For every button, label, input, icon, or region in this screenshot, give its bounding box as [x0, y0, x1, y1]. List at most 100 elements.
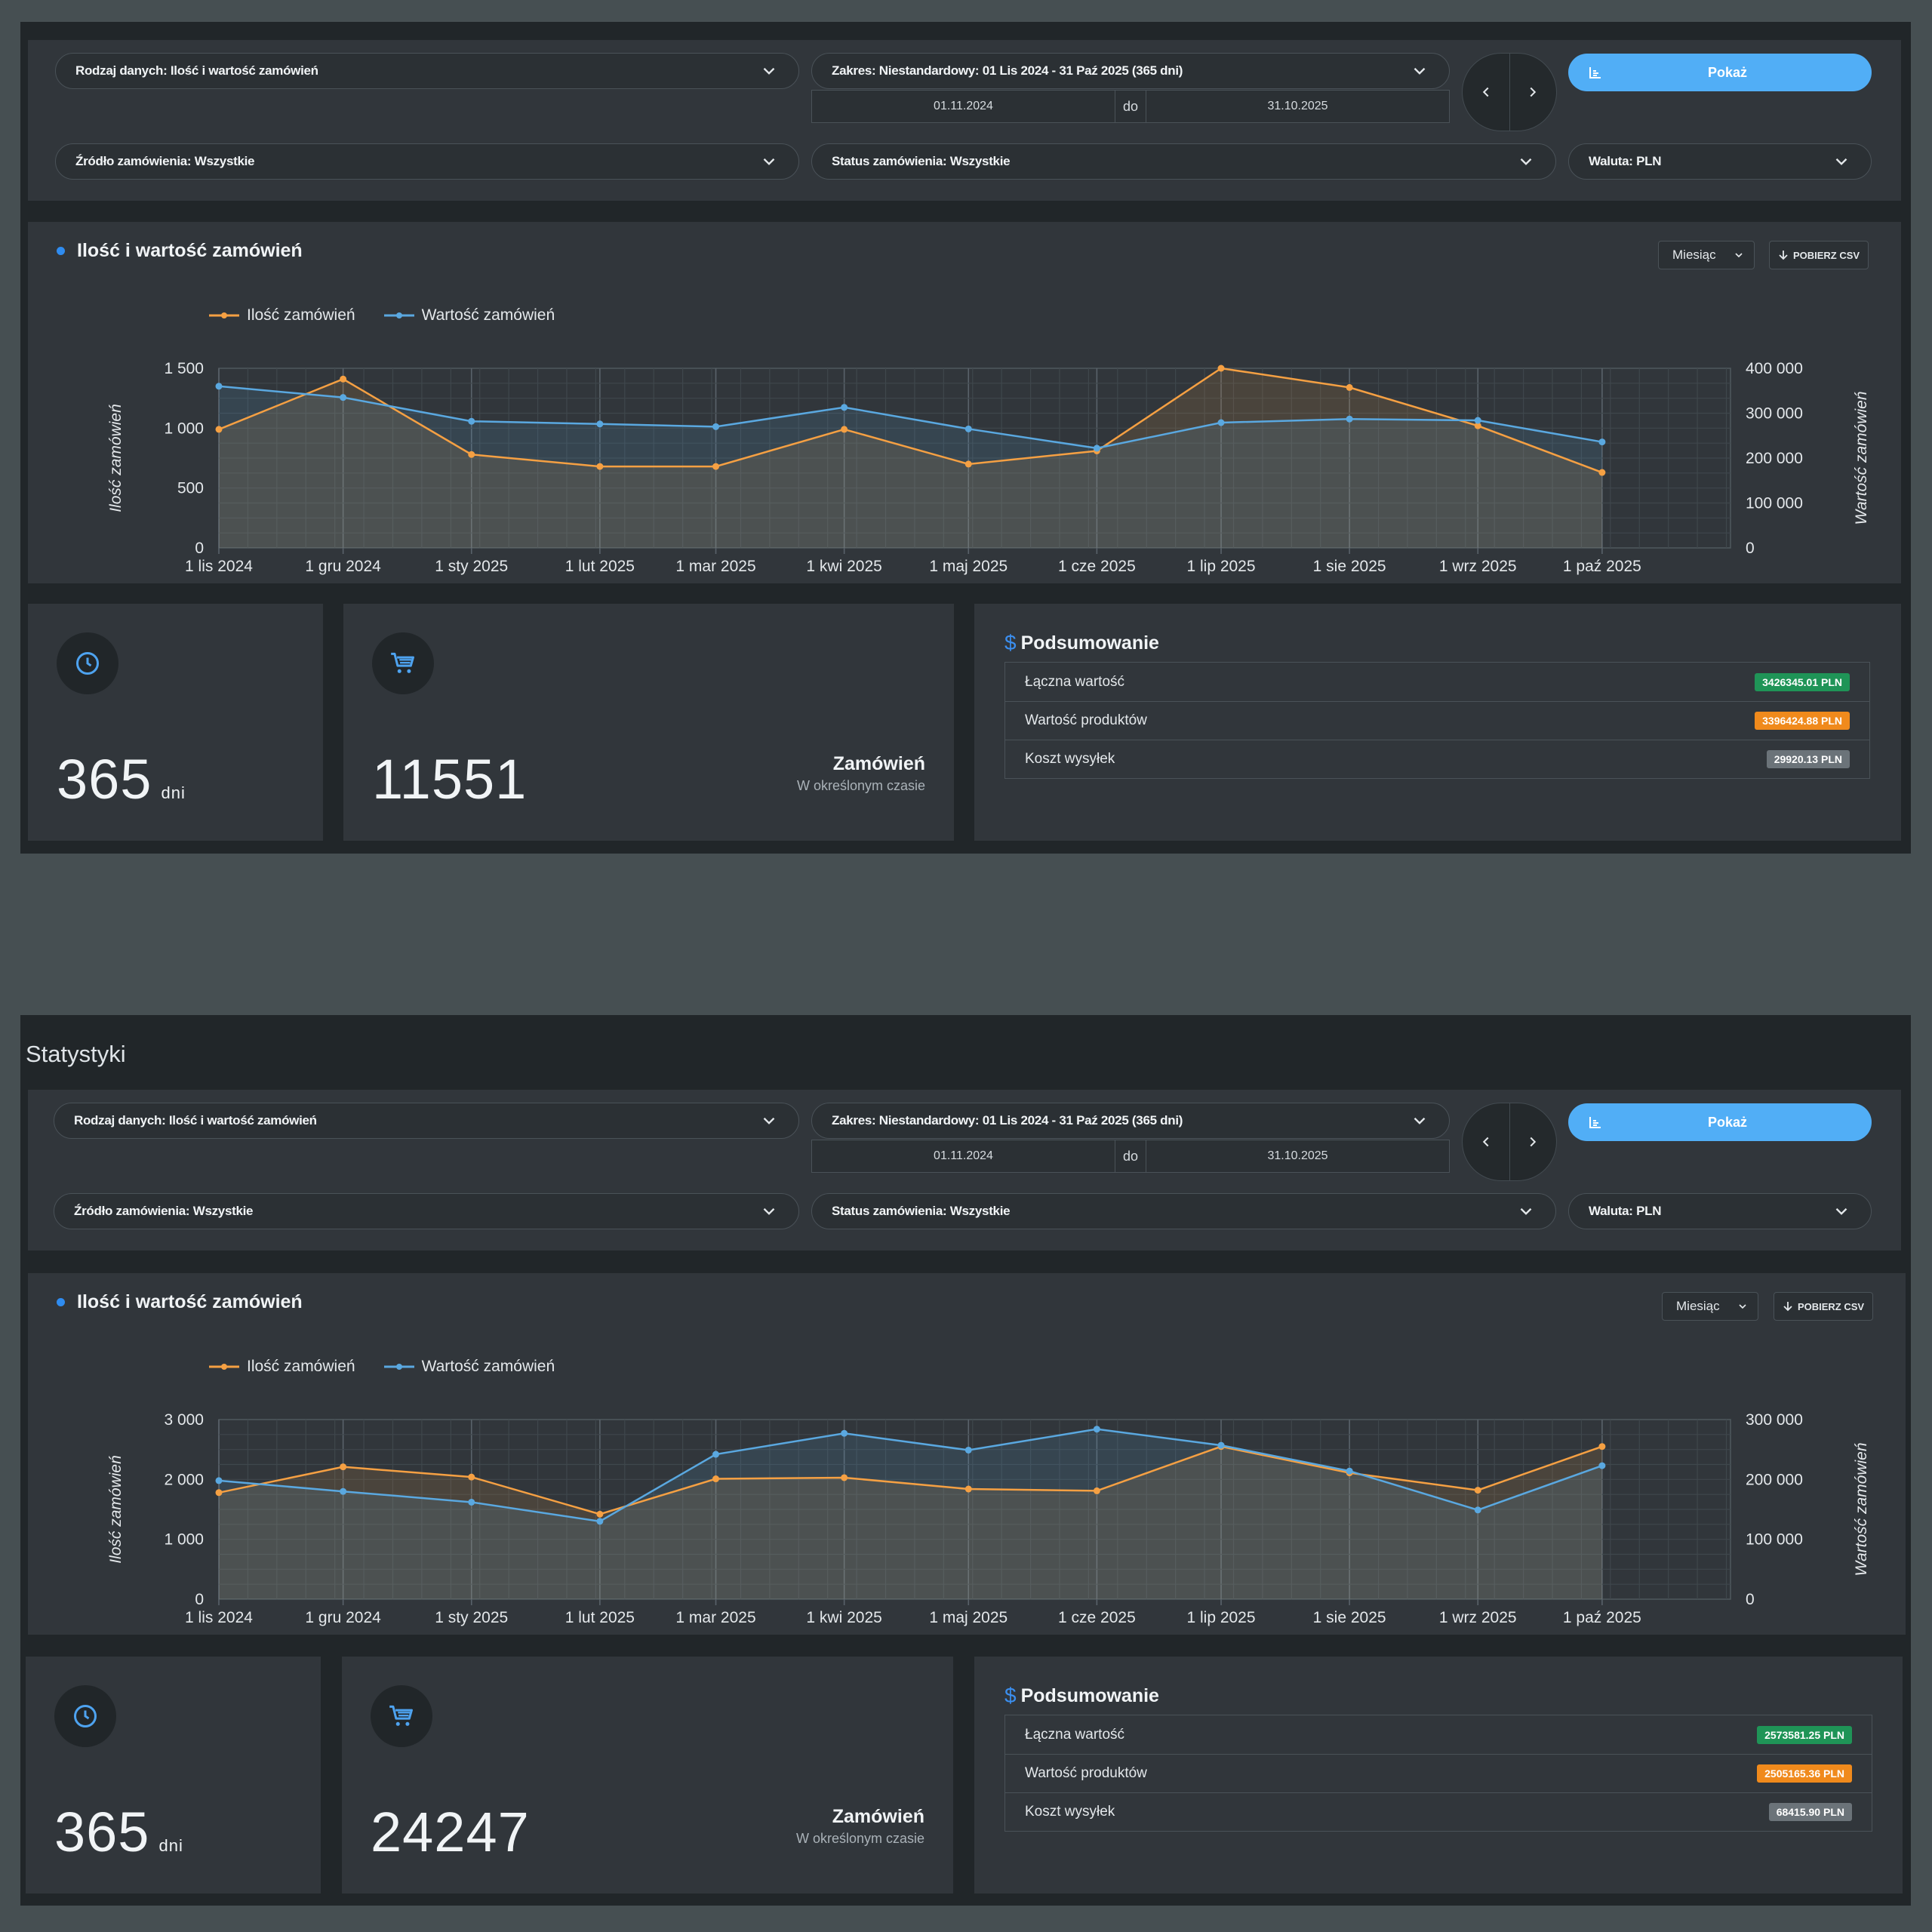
chevron-down-icon	[763, 158, 775, 165]
y2-tick-label: 300 000	[1746, 405, 1803, 423]
summary-row-total: Łączna wartość 2573581.25 PLN	[1005, 1715, 1872, 1754]
status-badge: 2505165.36 PLN	[1757, 1764, 1852, 1783]
legend-item-value[interactable]: Wartość zamówień	[383, 1358, 555, 1376]
data-point	[1474, 1506, 1481, 1514]
period-select[interactable]: Miesiąc	[1662, 1292, 1758, 1321]
y2-tick-label: 200 000	[1746, 450, 1803, 467]
plot-area	[215, 1419, 1731, 1605]
chevron-down-icon	[1520, 158, 1532, 165]
next-period-button[interactable]	[1509, 1103, 1557, 1180]
y-tick-label: 1 000	[164, 1531, 204, 1549]
data-point	[596, 1510, 604, 1518]
legend-label-quantity: Ilość zamówień	[247, 1358, 355, 1375]
x-tick-label: 1 sie 2025	[1313, 558, 1386, 575]
data-point	[215, 1489, 223, 1497]
dollar-icon: $	[1004, 1684, 1017, 1707]
period-select[interactable]: Miesiąc	[1658, 241, 1755, 269]
show-button[interactable]: Pokaż	[1568, 54, 1872, 91]
line-chart: 0 1 000 2 000 3 000 0 100 000 200 000 300 000 1 …	[107, 1411, 1870, 1626]
data-point	[1474, 1487, 1481, 1494]
summary-title: $ Podsumowanie	[1004, 631, 1159, 654]
orders-label-title: Zamówień	[832, 1806, 924, 1827]
x-tick-label: 1 kwi 2025	[806, 1609, 881, 1626]
status-dropdown[interactable]: Status zamówienia: Wszystkie	[811, 143, 1556, 180]
source-dropdown[interactable]: Źródło zamówienia: Wszystkie	[54, 1193, 799, 1229]
prev-period-button[interactable]	[1463, 54, 1509, 131]
date-to-input[interactable]: 31.10.2025	[1267, 100, 1328, 112]
filter-card: Rodzaj danych: Ilość i wartość zamówień …	[28, 1090, 1901, 1251]
summary-row-shipping: Koszt wysyłek 68415.90 PLN	[1005, 1792, 1872, 1831]
y-tick-label: 1 000	[164, 420, 204, 437]
data-point	[1093, 1487, 1100, 1494]
y-tick-label: 1 500	[164, 360, 204, 377]
days-value: 365 dni	[54, 1801, 183, 1863]
chevron-down-icon	[1739, 1304, 1746, 1309]
download-csv-button[interactable]: POBIERZ CSV	[1769, 241, 1869, 269]
y2-tick-label: 100 000	[1746, 495, 1803, 512]
legend-item-quantity[interactable]: Ilość zamówień	[209, 1358, 355, 1376]
chart-title-text: Ilość i wartość zamówień	[77, 240, 303, 261]
x-tick-label: 1 cze 2025	[1058, 1609, 1136, 1626]
x-tick-label: 1 wrz 2025	[1439, 1609, 1517, 1626]
x-tick-label: 1 paź 2025	[1563, 1609, 1641, 1626]
chart-card: Ilość i wartość zamówień Miesiąc POBIERZ…	[28, 1273, 1906, 1635]
currency-dropdown[interactable]: Waluta: PLN	[1568, 143, 1872, 180]
chart-card: Ilość i wartość zamówień Miesiąc POBIERZ…	[28, 222, 1901, 583]
data-type-dropdown[interactable]: Rodzaj danych: Ilość i wartość zamówień	[54, 1103, 799, 1139]
source-dropdown[interactable]: Źródło zamówienia: Wszystkie	[55, 143, 799, 180]
orders-stat-card: 24247 Zamówień W określonym czasie	[342, 1657, 953, 1894]
series-line	[218, 1445, 1603, 1515]
y-tick-label: 0	[195, 540, 204, 557]
title-dot	[57, 1298, 65, 1306]
data-point	[340, 1487, 347, 1495]
data-type-label: Rodzaj danych: Ilość i wartość zamówień	[74, 1113, 317, 1128]
status-label: Status zamówienia: Wszystkie	[832, 1204, 1011, 1218]
days-stat-card: 365 dni	[26, 1657, 321, 1894]
title-dot	[57, 247, 65, 255]
date-to-input[interactable]: 31.10.2025	[1267, 1149, 1328, 1162]
show-button[interactable]: Pokaż	[1568, 1103, 1872, 1141]
range-label: Zakres: Niestandardowy: 01 Lis 2024 - 31…	[832, 1113, 1183, 1128]
chevron-down-icon	[763, 67, 775, 75]
chart-title-text: Ilość i wartość zamówień	[77, 1291, 303, 1312]
legend-item-quantity[interactable]: Ilość zamówień	[209, 306, 355, 325]
data-point	[468, 451, 475, 458]
x-tick-label: 1 kwi 2025	[806, 558, 881, 575]
cart-icon	[372, 632, 434, 694]
prev-period-button[interactable]	[1463, 1103, 1509, 1180]
data-point	[841, 404, 848, 411]
chevron-down-icon	[763, 1208, 775, 1215]
range-dropdown[interactable]: Zakres: Niestandardowy: 01 Lis 2024 - 31…	[811, 1103, 1450, 1139]
legend-item-value[interactable]: Wartość zamówień	[383, 306, 555, 325]
download-csv-button[interactable]: POBIERZ CSV	[1774, 1292, 1873, 1321]
summary-title: $ Podsumowanie	[1004, 1684, 1159, 1707]
show-button-label: Pokaż	[1707, 1114, 1748, 1130]
statistics-panel-top: Rodzaj danych: Ilość i wartość zamówień …	[20, 22, 1911, 854]
data-point	[841, 1429, 848, 1437]
y-axis-label: Ilość zamówień	[107, 1455, 125, 1564]
date-from-input[interactable]: 01.11.2024	[934, 100, 993, 112]
data-point	[1217, 1441, 1225, 1449]
next-period-button[interactable]	[1509, 54, 1557, 131]
series-area	[219, 1429, 1602, 1599]
x-tick-label: 1 paź 2025	[1563, 558, 1641, 575]
date-from-input[interactable]: 01.11.2024	[934, 1149, 993, 1162]
data-point	[1598, 438, 1606, 446]
y2-tick-label: 0	[1746, 540, 1755, 557]
data-point	[468, 1473, 475, 1481]
days-stat-card: 365 dni	[28, 604, 323, 841]
date-range-inputs: 01.11.2024 do 31.10.2025	[811, 90, 1450, 123]
data-type-dropdown[interactable]: Rodzaj danych: Ilość i wartość zamówień	[55, 53, 799, 89]
status-dropdown[interactable]: Status zamówienia: Wszystkie	[811, 1193, 1556, 1229]
range-dropdown[interactable]: Zakres: Niestandardowy: 01 Lis 2024 - 31…	[811, 53, 1450, 89]
orders-label-sub: W określonym czasie	[796, 778, 925, 793]
chevron-down-icon	[1835, 158, 1847, 165]
y-tick-label: 3 000	[164, 1411, 204, 1429]
period-nav	[1462, 1103, 1557, 1181]
data-point	[712, 423, 720, 430]
show-button-label: Pokaż	[1707, 64, 1748, 80]
bar-chart-icon	[1589, 1117, 1601, 1128]
y-tick-label: 0	[195, 1591, 204, 1608]
currency-dropdown[interactable]: Waluta: PLN	[1568, 1193, 1872, 1229]
y2-tick-label: 200 000	[1746, 1471, 1803, 1488]
